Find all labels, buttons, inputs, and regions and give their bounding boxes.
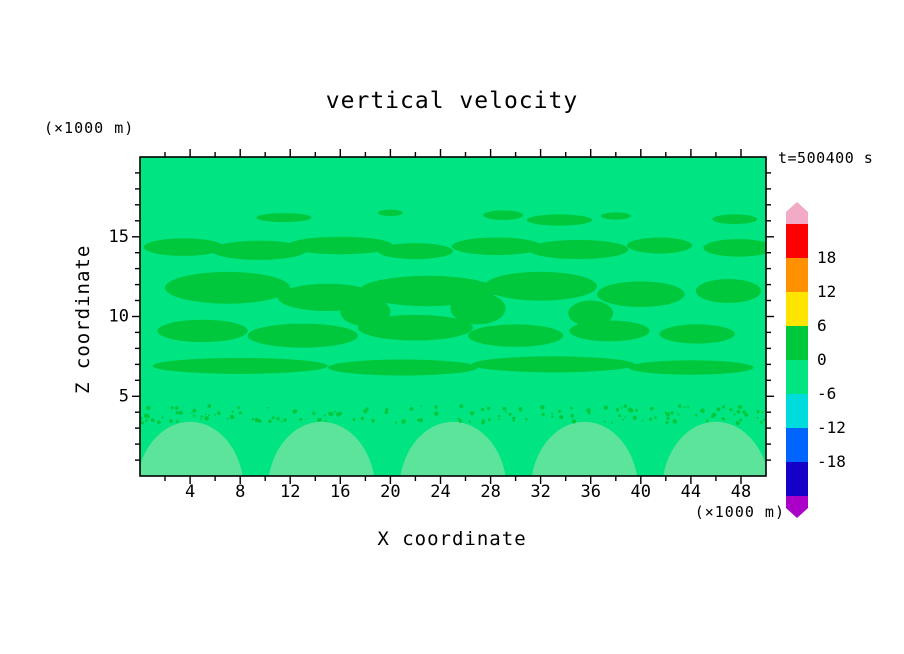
z-axis-title: Z coordinate (72, 244, 94, 394)
contour-blob (165, 271, 291, 304)
x-axis-units-label: (×1000 m) (694, 503, 785, 521)
z-ticks (132, 172, 774, 461)
z-tick-labels: 5 10 15 (109, 227, 129, 406)
x-tick-label: 32 (530, 482, 550, 502)
x-axis-title: X coordinate (377, 528, 527, 550)
contour-blob (327, 359, 478, 376)
colorbar: 18 12 6 0 -6 -12 -18 (786, 202, 846, 518)
x-tick-label: 24 (430, 482, 450, 502)
contour-blob (247, 323, 358, 348)
x-tick-labels: 4 8 12 16 20 24 28 32 36 40 44 48 (185, 482, 751, 502)
x-tick-label: 28 (480, 482, 500, 502)
contour-blob (659, 324, 735, 344)
contour-blob (467, 324, 564, 347)
contour-blob (600, 212, 631, 220)
contour-blob (627, 237, 693, 254)
x-tick-label: 12 (280, 482, 300, 502)
z-tick-label: 5 (119, 386, 129, 406)
x-tick-label: 16 (330, 482, 350, 502)
contour-blob (157, 319, 248, 343)
colorbar-label: 0 (817, 350, 827, 369)
contour-blob (377, 243, 453, 260)
x-tick-label: 48 (731, 482, 751, 502)
time-annotation: t=500400 s (778, 149, 874, 167)
x-tick-label: 44 (681, 482, 701, 502)
colorbar-label: -12 (817, 418, 846, 437)
contour-blob (703, 239, 766, 257)
x-tick-label: 8 (235, 482, 245, 502)
contour-blob (451, 237, 542, 256)
colorbar-label: -18 (817, 452, 846, 471)
contour-blob (526, 214, 593, 226)
contour-blob (484, 271, 597, 301)
contour-blob (483, 210, 524, 220)
contour-blob (695, 279, 762, 303)
y-axis-units-label: (×1000 m) (44, 119, 135, 137)
speckle-band (140, 404, 766, 426)
contour-field (140, 157, 766, 476)
contour-blob (211, 240, 307, 260)
terrain-dome (400, 421, 506, 476)
contour-blob (377, 209, 403, 216)
z-tick-label: 15 (109, 227, 129, 247)
terrain-dome (140, 421, 243, 476)
contour-blob (471, 356, 635, 373)
x-ticks (164, 149, 742, 484)
contour-blob (628, 360, 754, 375)
contour-blob (143, 238, 224, 256)
x-tick-label: 20 (380, 482, 400, 502)
x-tick-label: 4 (185, 482, 195, 502)
colorbar-arrow-bottom (786, 496, 808, 518)
terrain-dome (663, 421, 766, 476)
contour-blob (597, 281, 685, 308)
contour-blob (712, 214, 758, 224)
terrain-dome (268, 421, 375, 476)
x-tick-label: 36 (580, 482, 600, 502)
contour-blob (569, 320, 650, 342)
z-tick-label: 10 (109, 307, 129, 327)
x-tick-label: 40 (631, 482, 651, 502)
colorbar-label: 12 (817, 282, 836, 301)
terrain-dome (531, 421, 638, 476)
chart-title: vertical velocity (325, 88, 579, 114)
contour-blob (152, 357, 328, 374)
colorbar-arrow-top (786, 202, 808, 224)
contour-blob (256, 213, 312, 223)
contour-blob (357, 314, 473, 341)
colorbar-label: -6 (817, 384, 836, 403)
contour-blob (568, 300, 614, 327)
contour-blob (528, 239, 629, 260)
contour-blob (450, 292, 506, 325)
colorbar-label: 6 (817, 316, 827, 335)
colorbar-label: 18 (817, 248, 836, 267)
contour-blob (287, 236, 393, 255)
